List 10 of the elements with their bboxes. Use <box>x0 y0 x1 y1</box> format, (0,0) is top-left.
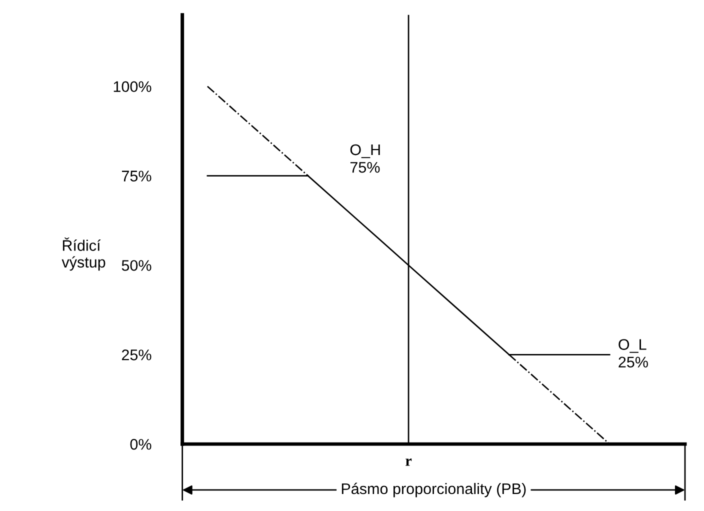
x-tick-label: r <box>406 458 412 466</box>
y-axis-title: Řídicí výstup <box>62 237 106 271</box>
y-tick-label: 25% <box>122 350 152 360</box>
y-tick-label: 100% <box>114 81 152 92</box>
text: O_H 75% <box>350 144 380 173</box>
y-tick-label: 50% <box>122 260 152 271</box>
y-tick-label: 0% <box>130 438 152 450</box>
series-label: O_L 25% <box>618 339 648 368</box>
text: Pásmo proporcionality (PB) <box>342 482 526 498</box>
y-tick-label: 75% <box>122 170 152 182</box>
